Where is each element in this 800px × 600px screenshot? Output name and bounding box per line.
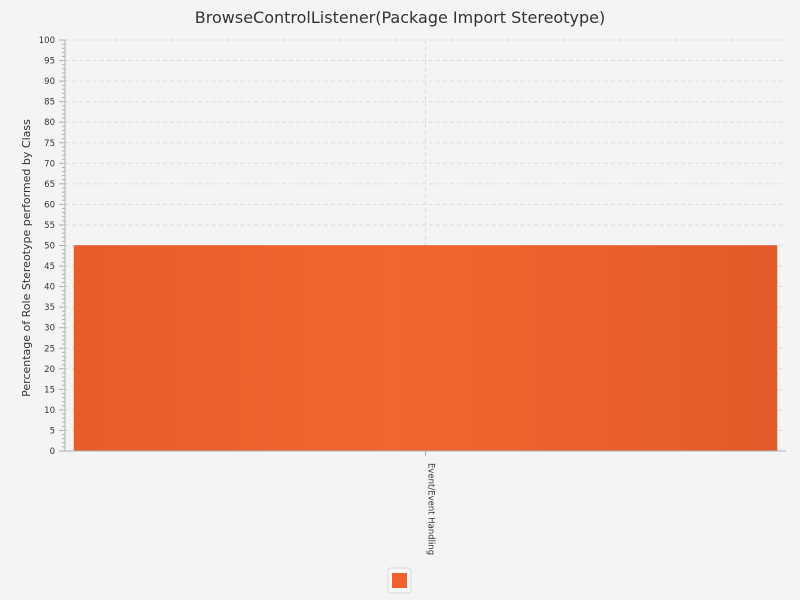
y-tick-label: 5	[50, 426, 55, 436]
y-tick-label: 45	[44, 262, 55, 272]
y-tick-label: 80	[44, 118, 55, 128]
y-tick-label: 55	[44, 221, 55, 231]
x-tick-label: Event/Event Handling	[426, 463, 436, 555]
y-tick-label: 60	[44, 200, 55, 210]
bar	[73, 245, 778, 452]
legend-swatch	[392, 573, 407, 588]
y-tick-label: 70	[44, 159, 55, 169]
y-tick-label: 100	[39, 36, 55, 46]
y-tick-label: 75	[44, 139, 55, 149]
chart-title: BrowseControlListener(Package Import Ste…	[195, 8, 605, 27]
y-tick-label: 25	[44, 344, 55, 354]
y-tick-label: 0	[50, 447, 55, 457]
bars	[73, 245, 778, 452]
legend	[387, 567, 412, 594]
y-tick-label: 85	[44, 98, 55, 108]
y-tick-label: 90	[44, 77, 55, 87]
y-tick-label: 10	[44, 406, 55, 416]
y-tick-label: 40	[44, 283, 55, 293]
y-axis-label: Percentage of Role Stereotype performed …	[20, 119, 33, 397]
y-tick-label: 30	[44, 324, 55, 334]
y-tick-label: 35	[44, 303, 55, 313]
axes: Event/Event Handling 0 5 10 15 20 25 30 35 40 45 50…	[39, 36, 786, 555]
y-tick-label: 15	[44, 385, 55, 395]
y-tick-label: 50	[44, 242, 55, 252]
y-tick-label: 95	[44, 57, 55, 67]
y-tick-label: 65	[44, 180, 55, 190]
y-tick-label: 20	[44, 365, 55, 375]
